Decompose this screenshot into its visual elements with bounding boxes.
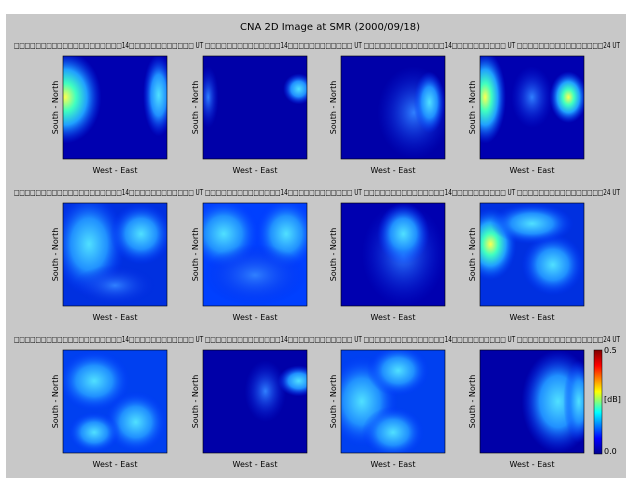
heatmap-region [68,412,120,453]
x-axis-label: West - East [371,460,416,469]
colorbar [594,350,602,454]
row-header: □□□□□□□□□□□□□□□□□□□□14□□□□□□□□□□□□ UT □□… [14,335,620,344]
y-axis-label: South - North [329,375,338,429]
x-axis-label: West - East [233,166,278,175]
x-axis-label: West - East [510,460,555,469]
y-axis-label: South - North [51,228,60,282]
heatmap-region [203,244,307,306]
x-axis-label: West - East [93,313,138,322]
y-axis-label: South - North [468,228,477,282]
heatmap-region [511,66,553,128]
x-axis-label: West - East [510,166,555,175]
heatmap [464,51,587,159]
heatmap-region [490,203,573,244]
y-axis-label: South - North [468,81,477,135]
row-header: □□□□□□□□□□□□□□□□□□□□14□□□□□□□□□□□□ UT □□… [14,41,620,50]
heatmap [480,350,594,453]
x-axis-label: West - East [371,313,416,322]
x-axis-label: West - East [93,166,138,175]
heatmap-region [245,360,287,422]
top-strip [0,0,631,14]
x-axis-label: West - East [510,313,555,322]
heatmap [464,203,584,306]
y-axis-label: South - North [191,375,200,429]
y-axis-label: South - North [191,81,200,135]
y-axis-label: South - North [51,81,60,135]
x-axis-label: West - East [371,166,416,175]
y-axis-label: South - North [51,375,60,429]
heatmap [341,56,450,159]
colorbar-min: 0.0 [604,447,617,456]
heatmap-region [367,345,429,397]
y-axis-label: South - North [191,228,200,282]
heatmap-region [73,265,156,306]
y-axis-label: South - North [468,375,477,429]
heatmap [187,198,317,306]
x-axis-label: West - East [233,460,278,469]
heatmap-region [414,71,445,133]
colorbar-unit: [dB] [604,395,621,404]
figure-title: CNA 2D Image at SMR (2000/09/18) [240,22,420,33]
y-axis-label: South - North [329,228,338,282]
heatmap-region [550,71,587,123]
colorbar-max: 0.5 [604,346,617,355]
heatmap-region [362,407,424,459]
x-axis-label: West - East [93,460,138,469]
x-axis-label: West - East [233,313,278,322]
y-axis-label: South - North [329,81,338,135]
page: {"title": "CNA 2D Image at SMR (2000/09/… [0,0,631,491]
heatmap [325,345,445,458]
heatmap [58,350,167,453]
heatmap [198,56,314,159]
heatmap-region [377,203,429,265]
heatmap-region [110,203,172,265]
row-header: □□□□□□□□□□□□□□□□□□□□14□□□□□□□□□□□□ UT □□… [14,188,620,197]
figure: CNA 2D Image at SMR (2000/09/18) 0.5 [dB… [0,0,631,491]
heatmap [53,193,173,306]
heatmap [341,203,445,306]
heatmap-base [203,56,307,159]
heatmap [203,350,319,453]
